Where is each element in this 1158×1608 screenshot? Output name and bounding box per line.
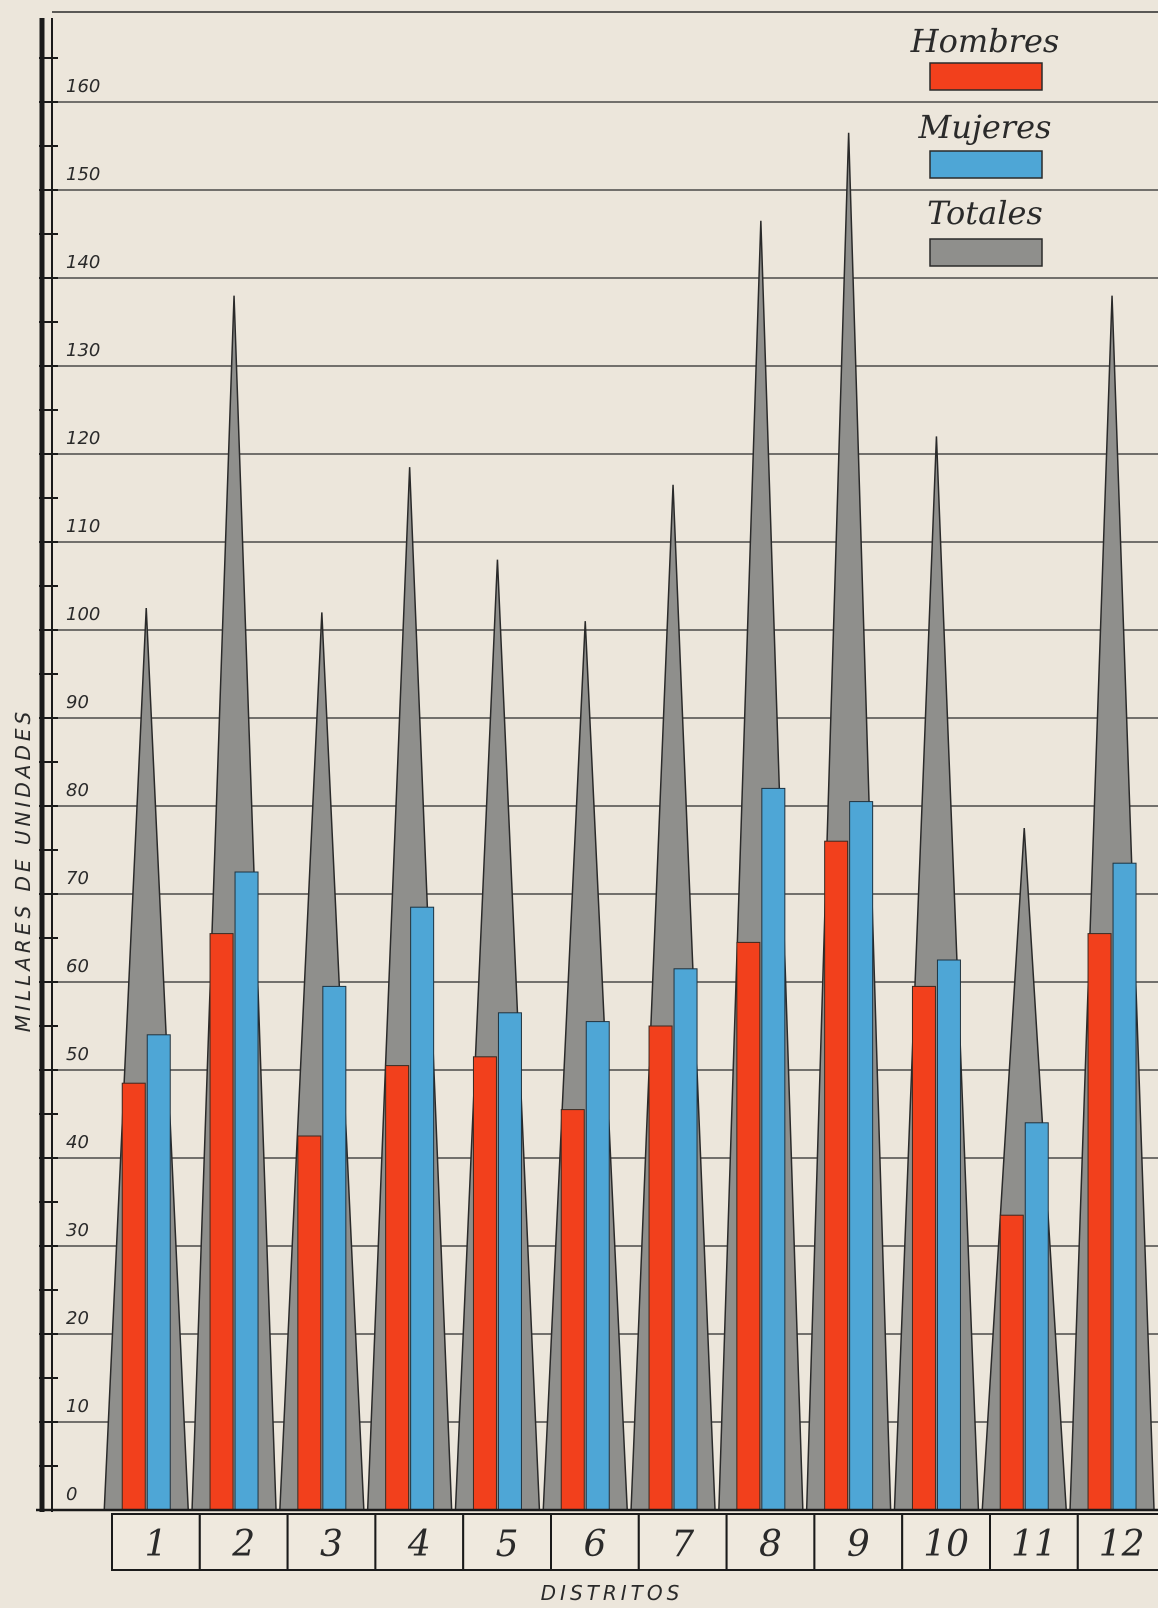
y-axis-title: MILLARES DE UNIDADES [11, 708, 35, 1032]
category-box-9 [813, 1513, 904, 1571]
hombres-bar-11 [999, 1214, 1024, 1511]
y-tick-label: 130 [66, 340, 100, 361]
mujeres-bar-4 [410, 906, 435, 1511]
hombres-bar-3 [297, 1135, 322, 1511]
category-box-5 [462, 1513, 553, 1571]
y-tick-label: 50 [66, 1044, 89, 1065]
mujeres-bar-3 [322, 985, 347, 1511]
y-tick-label: 150 [66, 164, 100, 185]
category-label: 10 [923, 1524, 969, 1565]
hombres-bar-2 [209, 933, 234, 1511]
y-tick-label: 80 [66, 780, 89, 801]
mujeres-bar-2 [234, 871, 259, 1511]
category-box-12 [1076, 1513, 1158, 1571]
mujeres-bar-8 [761, 787, 786, 1511]
hombres-bar-4 [385, 1065, 410, 1511]
category-label: 12 [1099, 1524, 1145, 1565]
category-box-6 [550, 1513, 640, 1571]
hombres-bar-5 [472, 1056, 497, 1511]
legend: Hombres Mujeres Totales [910, 22, 1060, 267]
y-tick-label: 0 [66, 1484, 77, 1505]
mujeres-bar-5 [497, 1012, 522, 1511]
mujeres-bar-11 [1024, 1122, 1049, 1511]
hombres-bar-12 [1087, 933, 1112, 1511]
y-tick-label: 90 [66, 692, 89, 713]
category-label: 4 [407, 1524, 431, 1565]
x-axis-title: DISTRITOS [541, 1581, 684, 1605]
category-label: 8 [759, 1524, 782, 1565]
y-tick-label: 160 [66, 76, 100, 97]
category-label: 2 [231, 1524, 255, 1565]
legend-swatch [929, 238, 1043, 267]
y-tick-label: 120 [66, 428, 100, 449]
category-label: 5 [496, 1524, 519, 1565]
mujeres-bar-12 [1112, 862, 1137, 1511]
mujeres-bar-6 [585, 1021, 610, 1511]
category-label: 7 [671, 1524, 694, 1565]
y-tick-label: 40 [66, 1132, 89, 1153]
legend-label: Totales [927, 194, 1043, 232]
category-box-7 [637, 1513, 728, 1571]
category-axis: 1 2 3 4 5 6 7 8 9 10 11 12 [111, 1513, 1158, 1571]
hombres-bar-9 [824, 840, 849, 1511]
hombres-bar-1 [121, 1082, 146, 1511]
category-label: 11 [1011, 1524, 1057, 1565]
y-tick-label: 30 [66, 1220, 89, 1241]
hombres-bar-8 [736, 941, 761, 1511]
y-tick-label: 20 [66, 1308, 89, 1329]
category-box-3 [286, 1513, 377, 1571]
y-tick-label: 70 [66, 868, 89, 889]
hombres-bar-6 [560, 1109, 585, 1511]
category-label: 1 [144, 1524, 167, 1565]
mujeres-bar-10 [936, 959, 961, 1511]
hombres-bar-10 [911, 985, 936, 1511]
mujeres-bar-9 [849, 801, 874, 1511]
y-tick-label: 100 [66, 604, 100, 625]
hombres-bar-7 [648, 1025, 673, 1511]
legend-label: Mujeres [918, 108, 1052, 146]
y-axis: 0 10 20 30 40 50 60 70 80 90 100 110 120 130 140 150 160 [36, 18, 1158, 1512]
y-tick-label: 10 [66, 1396, 89, 1417]
y-tick-label: 60 [66, 956, 89, 977]
category-label: 6 [583, 1524, 606, 1565]
bar-series [121, 787, 1137, 1511]
category-label: 3 [320, 1524, 343, 1565]
legend-swatch [929, 62, 1043, 91]
category-box-2 [198, 1513, 289, 1571]
mujeres-bar-7 [673, 968, 698, 1511]
category-label: 9 [847, 1524, 870, 1565]
mujeres-bar-1 [146, 1034, 171, 1511]
y-tick-label: 140 [66, 252, 100, 273]
legend-swatch [929, 150, 1043, 179]
y-tick-label: 110 [66, 516, 100, 537]
legend-label: Hombres [910, 22, 1060, 60]
category-box-11 [989, 1513, 1079, 1571]
